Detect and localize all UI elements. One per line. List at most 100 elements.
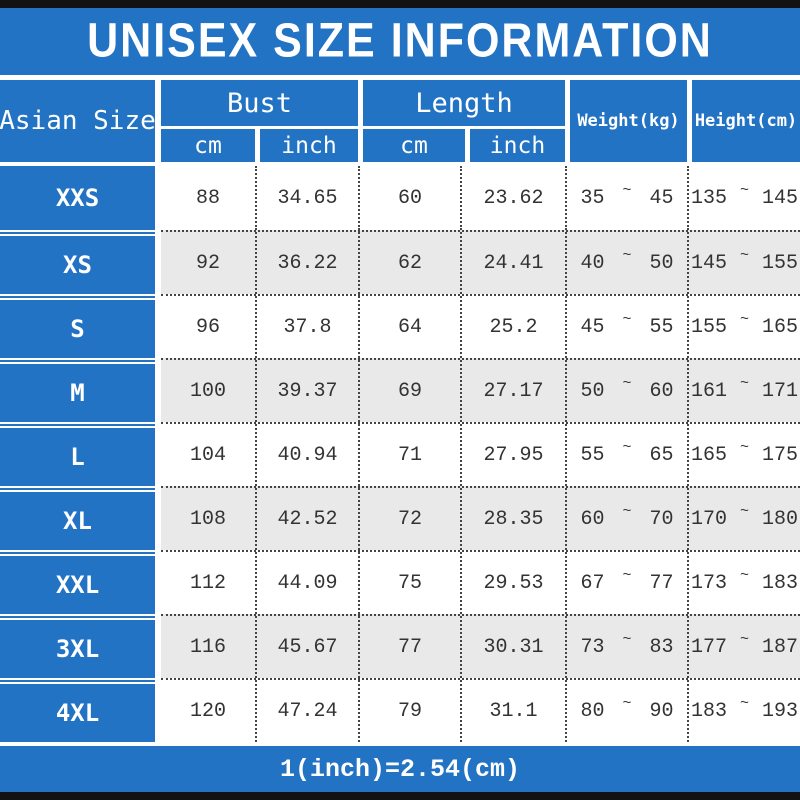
tilde-symbol: ~ [622, 694, 632, 712]
length-cm-cell: 60 [358, 166, 460, 230]
height-range: 183 ~193 [687, 680, 800, 742]
length-inch-cell: 25.2 [460, 296, 565, 358]
row-cells: 104 40.94 71 27.95 55 ~65 165 ~175 [161, 422, 800, 486]
table-row: 3XL 116 45.67 77 30.31 73 ~83 177 ~187 [0, 614, 800, 678]
bust-header-group: Bust cm inch [161, 80, 358, 162]
tilde-symbol: ~ [739, 310, 749, 328]
weight-range-min: 55 [580, 443, 605, 467]
height-range: 170 ~180 [687, 488, 800, 550]
weight-range-max: 70 [649, 507, 674, 531]
table-row: XXS 88 34.65 60 23.62 35 ~45 135 ~145 [0, 166, 800, 230]
height-range-max: 193 [762, 699, 799, 723]
row-cells: 112 44.09 75 29.53 67 ~77 173 ~183 [161, 550, 800, 614]
weight-range-max: 90 [649, 699, 674, 723]
table-row: XS 92 36.22 62 24.41 40 ~50 145 ~155 [0, 230, 800, 294]
weight-range: 73 ~83 [565, 616, 687, 678]
weight-range-min: 50 [580, 379, 605, 403]
weight-range: 40 ~50 [565, 232, 687, 294]
weight-range-max: 50 [649, 251, 674, 275]
height-range-min: 155 [690, 315, 727, 339]
height-range-max: 175 [762, 443, 799, 467]
weight-range-max: 65 [649, 443, 674, 467]
length-cm-cell: 72 [358, 488, 460, 550]
tilde-symbol: ~ [622, 310, 632, 328]
length-cm-cell: 62 [358, 232, 460, 294]
weight-range: 67 ~77 [565, 552, 687, 614]
tilde-symbol: ~ [739, 566, 749, 584]
tilde-symbol: ~ [622, 502, 632, 520]
title-band: UNISEX SIZE INFORMATION [0, 8, 800, 75]
bust-cm-header: cm [194, 132, 222, 159]
tilde-symbol: ~ [739, 246, 749, 264]
bust-cm-cell: 116 [189, 635, 226, 659]
bottom-border-bar [0, 792, 800, 800]
row-cells: 100 39.37 69 27.17 50 ~60 161 ~171 [161, 358, 800, 422]
height-range: 145 ~155 [687, 232, 800, 294]
page-title: UNISEX SIZE INFORMATION [87, 14, 713, 68]
bust-inch-cell: 36.22 [255, 232, 358, 294]
height-range-max: 180 [762, 507, 799, 531]
length-inch-cell: 30.31 [460, 616, 565, 678]
weight-range-max: 55 [649, 315, 674, 339]
weight-range-min: 40 [580, 251, 605, 275]
height-range: 165 ~175 [687, 424, 800, 486]
table-row: S 96 37.8 64 25.2 45 ~55 155 ~165 [0, 294, 800, 358]
size-label: M [0, 358, 155, 422]
tilde-symbol: ~ [739, 694, 749, 712]
length-inch-cell: 29.53 [460, 552, 565, 614]
weight-header: Weight(kg) [565, 80, 687, 162]
bust-header: Bust [161, 80, 358, 129]
table-row: L 104 40.94 71 27.95 55 ~65 165 ~175 [0, 422, 800, 486]
height-range-min: 165 [690, 443, 727, 467]
length-inch-cell: 27.17 [460, 360, 565, 422]
weight-range-max: 77 [649, 571, 674, 595]
top-border-bar [0, 0, 800, 8]
weight-range-max: 83 [649, 635, 674, 659]
bust-inch-cell: 45.67 [255, 616, 358, 678]
size-label: XXL [0, 550, 155, 614]
length-inch-cell: 28.35 [460, 488, 565, 550]
weight-range-min: 35 [580, 186, 605, 210]
weight-range-max: 45 [649, 186, 674, 210]
bust-inch-header: inch [255, 129, 358, 162]
bust-inch-cell: 40.94 [255, 424, 358, 486]
size-label: L [0, 422, 155, 486]
bust-cm-cell: 96 [195, 315, 220, 339]
length-cm-cell: 69 [358, 360, 460, 422]
tilde-symbol: ~ [739, 181, 749, 199]
bust-cm-cell: 100 [189, 379, 226, 403]
bust-subheaders: cm inch [161, 129, 358, 162]
size-label: 4XL [0, 678, 155, 742]
height-range-min: 177 [690, 635, 727, 659]
height-range-max: 183 [762, 571, 799, 595]
bust-inch-cell: 47.24 [255, 680, 358, 742]
row-cells: 116 45.67 77 30.31 73 ~83 177 ~187 [161, 614, 800, 678]
weight-range: 60 ~70 [565, 488, 687, 550]
height-range: 155 ~165 [687, 296, 800, 358]
bust-cm-cell: 108 [189, 507, 226, 531]
bust-inch-cell: 37.8 [255, 296, 358, 358]
footer-band: 1(inch)=2.54(cm) [0, 746, 800, 792]
row-cells: 108 42.52 72 28.35 60 ~70 170 ~180 [161, 486, 800, 550]
length-cm-cell: 79 [358, 680, 460, 742]
length-cm-cell: 71 [358, 424, 460, 486]
size-label: XS [0, 230, 155, 294]
weight-range: 45 ~55 [565, 296, 687, 358]
length-inch-cell: 27.95 [460, 424, 565, 486]
weight-range: 35 ~45 [565, 166, 687, 230]
height-range: 177 ~187 [687, 616, 800, 678]
length-inch-cell: 24.41 [460, 232, 565, 294]
height-range-max: 165 [762, 315, 799, 339]
tilde-symbol: ~ [622, 438, 632, 456]
weight-range-min: 73 [580, 635, 605, 659]
bust-cm-cell: 92 [195, 251, 220, 275]
length-cm-cell: 75 [358, 552, 460, 614]
conversion-note: 1(inch)=2.54(cm) [279, 754, 521, 784]
height-range-max: 171 [762, 379, 799, 403]
bust-inch-cell: 44.09 [255, 552, 358, 614]
length-inch-header: inch [465, 129, 565, 162]
length-header: Length [363, 80, 565, 129]
table-header: Asian Size Bust cm inch Length cm inch W… [0, 80, 800, 162]
table-row: XXL 112 44.09 75 29.53 67 ~77 173 ~183 [0, 550, 800, 614]
